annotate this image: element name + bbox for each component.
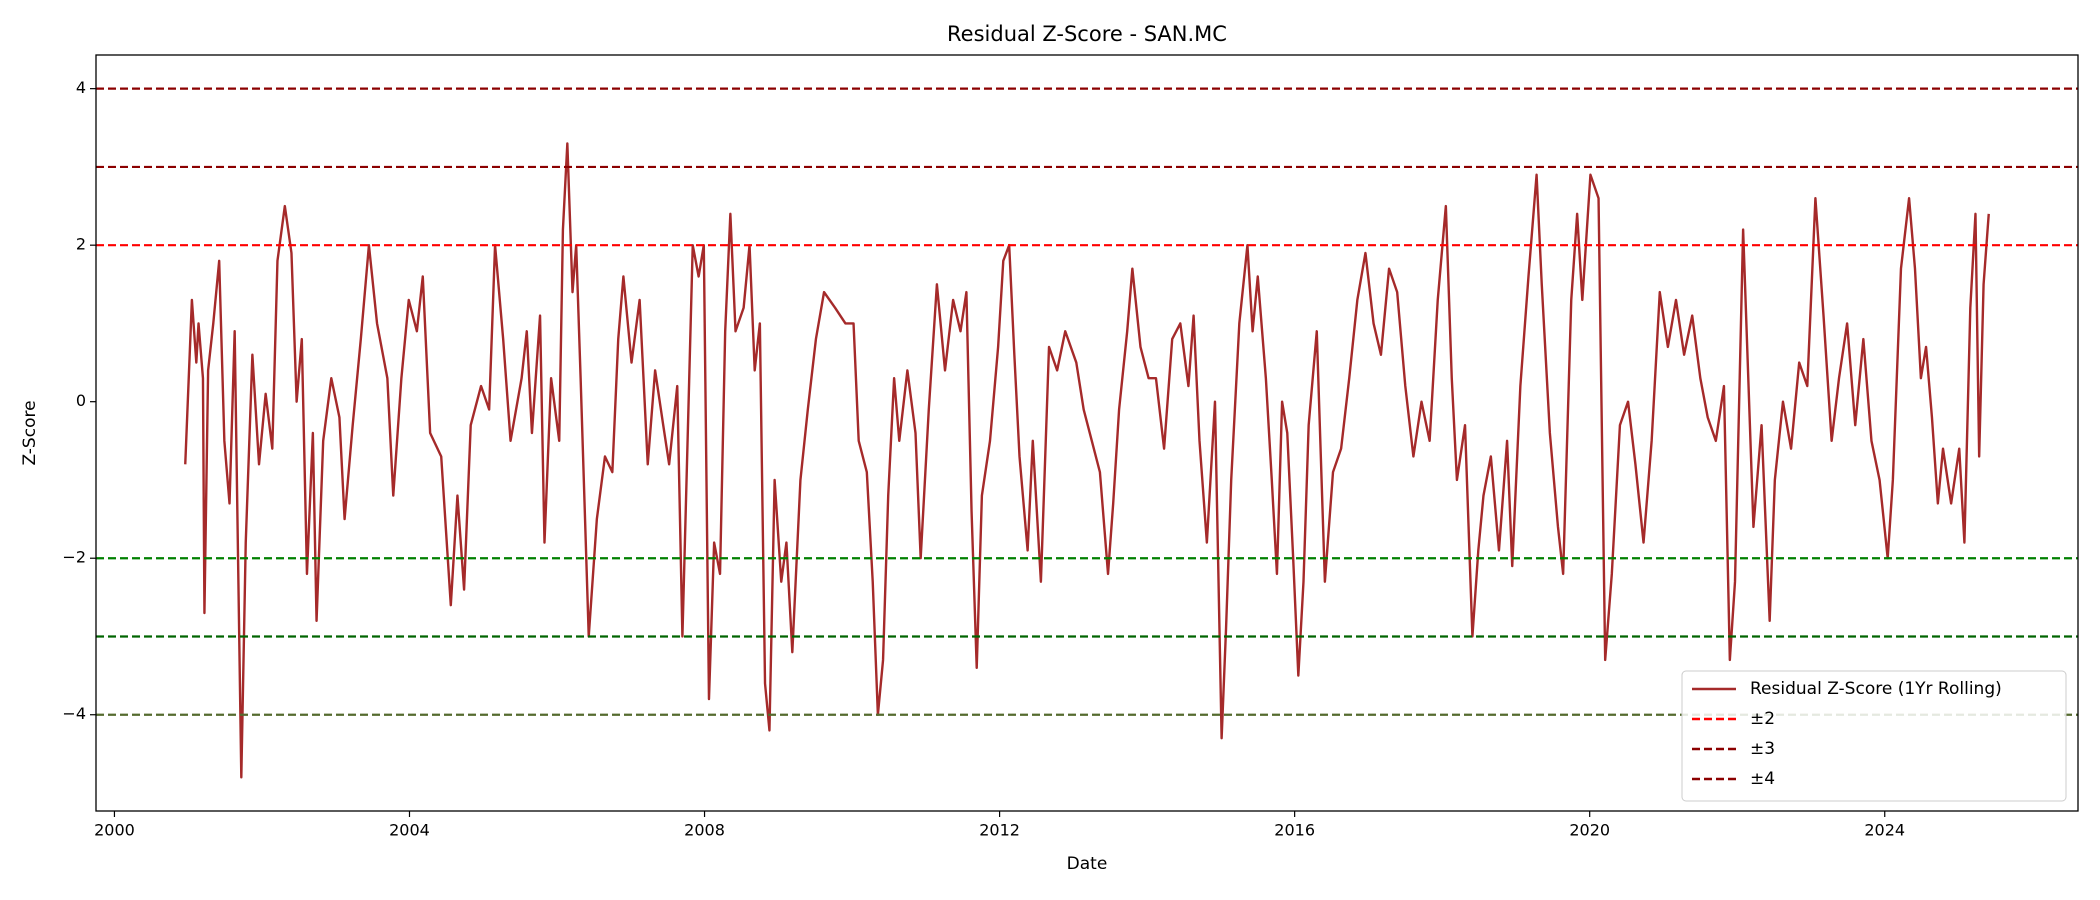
legend-label: Residual Z-Score (1Yr Rolling) [1750, 679, 2002, 699]
x-tick-label: 2020 [1569, 821, 1610, 840]
x-tick-label: 2012 [979, 821, 1020, 840]
y-tick-label: 2 [76, 235, 86, 254]
x-tick-label: 2016 [1274, 821, 1315, 840]
x-tick-label: 2024 [1864, 821, 1905, 840]
x-tick-label: 2008 [684, 821, 725, 840]
chart-title: Residual Z-Score - SAN.MC [947, 22, 1227, 46]
x-tick-label: 2004 [389, 821, 430, 840]
y-tick-label: −2 [62, 548, 86, 567]
x-axis-label: Date [1067, 854, 1108, 874]
legend-label: ±2 [1750, 709, 1775, 729]
x-tick-label: 2000 [94, 821, 135, 840]
y-tick-label: 4 [76, 78, 86, 97]
legend-label: ±3 [1750, 739, 1775, 759]
y-tick-label: 0 [76, 391, 86, 410]
legend-box [1681, 670, 2067, 802]
legend: Residual Z-Score (1Yr Rolling) ±2 ±3 ±4 [1681, 670, 2067, 802]
legend-label: ±4 [1750, 769, 1775, 789]
y-axis-label: Z-Score [20, 400, 40, 465]
y-tick-label: −4 [62, 704, 86, 723]
plot-frame [95, 54, 2079, 812]
data-line [184, 142, 1990, 779]
